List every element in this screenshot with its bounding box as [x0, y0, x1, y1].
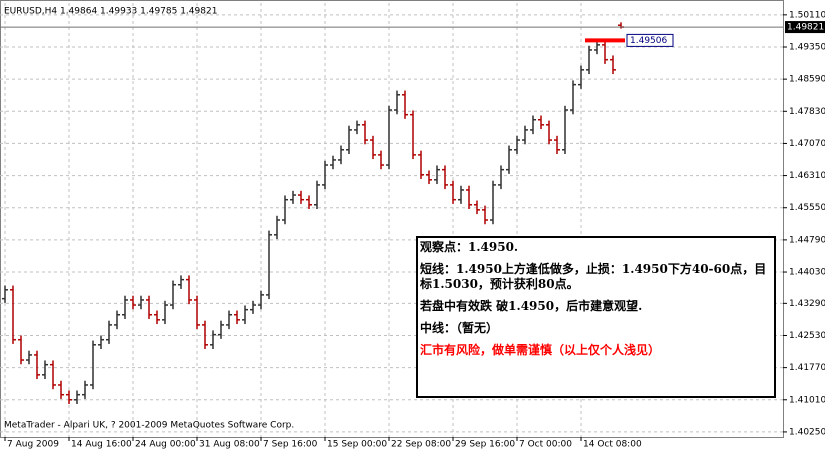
y-tick-label: 1.46310	[789, 171, 825, 181]
y-tick-label: 1.41010	[789, 395, 825, 405]
x-tick-label: 24 Aug 00:00	[135, 440, 196, 450]
level-box	[626, 33, 674, 47]
y-tick-label: 1.43290	[789, 299, 825, 309]
level-label: 1.49506	[630, 36, 667, 46]
y-tick-label: 1.40250	[789, 427, 825, 437]
y-tick-label: 1.42530	[789, 331, 825, 341]
note-line: 若盘中有效跌 破1.4950，后市建意观望.	[420, 299, 643, 313]
y-tick-label: 1.47070	[789, 139, 825, 149]
x-tick-label: 7 Aug 2009	[7, 440, 59, 450]
x-tick-label: 29 Sep 16:00	[455, 440, 515, 450]
y-tick-label: 1.49350	[789, 42, 825, 52]
note-line: 中线：（暂无）	[420, 321, 499, 335]
last-price-box	[785, 21, 825, 34]
y-tick-label: 1.45550	[789, 203, 825, 213]
x-tick-label: 31 Aug 08:00	[199, 440, 260, 450]
x-tick-label: 7 Oct 00:00	[519, 440, 572, 450]
annotation-box: 观察点：1.4950. 短线：1.4950上方逢低做多，止损：1.4950下方40…	[416, 236, 776, 398]
y-tick-label: 1.48590	[789, 75, 825, 85]
y-tick-label: 1.44030	[789, 268, 825, 278]
y-tick-label: 1.44790	[789, 235, 825, 245]
last-price-label: 1.49821	[787, 23, 824, 33]
x-tick-label: 7 Sep 16:00	[263, 440, 318, 450]
note-line: 短线：1.4950上方逢低做多，止损：1.4950下方40-60点，目标1.50…	[420, 262, 767, 291]
copyright: MetaTrader - Alpari UK, ? 2001-2009 Meta…	[4, 421, 294, 431]
x-tick-label: 14 Aug 16:00	[71, 440, 132, 450]
x-tick-label: 22 Sep 08:00	[391, 440, 451, 450]
note-line: 观察点：1.4950.	[420, 240, 519, 254]
x-tick-label: 14 Oct 08:00	[583, 440, 642, 450]
y-tick-label: 1.41770	[789, 363, 825, 373]
note-line: 汇市有风险，做单需谨慎（以上仅个人浅见）	[420, 343, 661, 357]
y-tick-label: 1.50110	[789, 10, 825, 20]
y-tick-label: 1.47830	[789, 107, 825, 117]
x-tick-label: 15 Sep 00:00	[327, 440, 387, 450]
chart-title: EURUSD,H4 1.49864 1.49933 1.49785 1.4982…	[4, 7, 217, 17]
